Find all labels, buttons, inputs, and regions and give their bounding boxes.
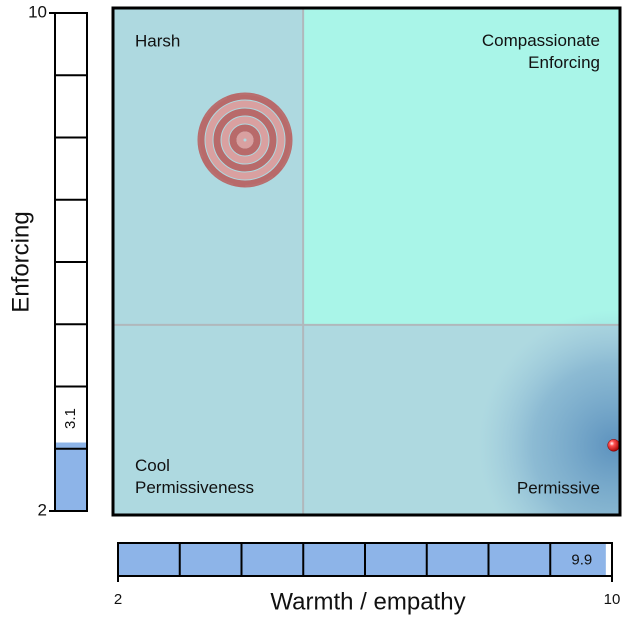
swirl-icon [197, 92, 293, 188]
label-line: Permissiveness [135, 478, 254, 497]
plot-frame [111, 6, 622, 517]
quadrant-label: Cool Permissiveness [135, 456, 254, 497]
swirl-ring [221, 116, 269, 164]
quadrant-label: Compassionate Enforcing [482, 31, 600, 72]
quadrant [113, 324, 304, 515]
x-scale-fill [118, 543, 606, 576]
point [607, 439, 620, 452]
swirl-ring [205, 100, 285, 180]
y-scale-frame [54, 12, 88, 512]
x-tick-label: 10 [604, 591, 621, 608]
label-line: Cool [135, 456, 170, 475]
swirl-ring [236, 131, 254, 149]
plot-overlay [478, 310, 620, 515]
y-axis-label: Enforcing [7, 211, 34, 312]
quadrant-label: Permissive [517, 478, 600, 497]
x-axis-label: Warmth / empathy [270, 588, 465, 615]
swirl-halo [198, 93, 292, 187]
x-scale-frame [117, 542, 613, 577]
quadrant-label: Harsh [135, 31, 180, 50]
y-value-label: 3.1 [62, 408, 79, 429]
y-tick-label: 10 [28, 2, 47, 21]
y-scale-fill [55, 442, 87, 511]
y-tick-label: 2 [38, 500, 47, 519]
point-glow [478, 310, 620, 515]
swirl-ring [229, 124, 261, 156]
quadrant [303, 8, 620, 325]
swirl-ring [213, 108, 277, 172]
swirl-ring [197, 92, 293, 188]
label-line: Compassionate [482, 31, 600, 50]
x-value-label: 9.9 [571, 551, 592, 568]
label-line: Enforcing [528, 53, 600, 72]
x-tick-label: 2 [114, 591, 122, 608]
